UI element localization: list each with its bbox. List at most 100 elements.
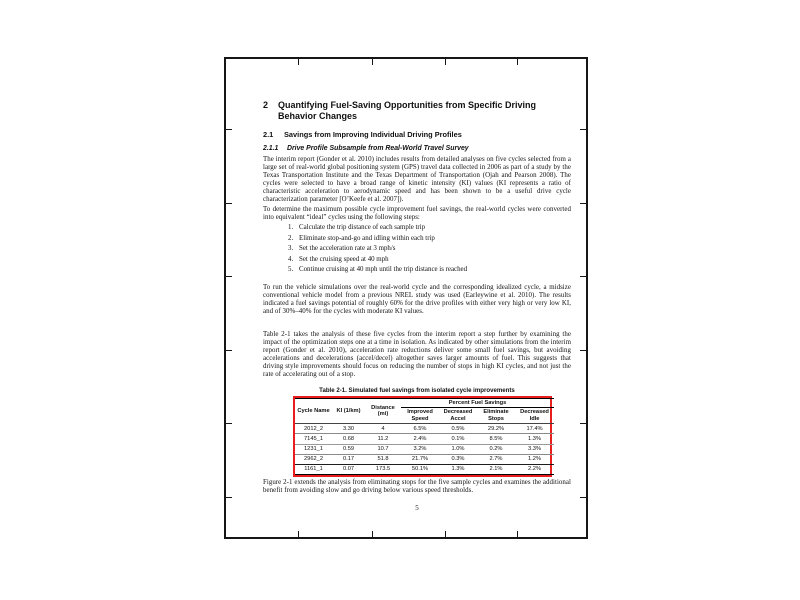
ruler-tick bbox=[372, 59, 373, 65]
table-cell: 50.1% bbox=[411, 466, 429, 473]
table-cell: 0.59 bbox=[332, 444, 365, 455]
table-cell: 2962_2 bbox=[295, 454, 332, 465]
ruler-tick bbox=[226, 350, 232, 351]
table-cell: 10.7 bbox=[365, 444, 401, 455]
table-cell: 17.4% bbox=[515, 423, 555, 435]
table-row: 7145_1 0.68 11.2 2.4% 0.1% 8.5% 1.3% bbox=[295, 433, 555, 445]
subsection-title: Savings from Improving Individual Drivin… bbox=[284, 130, 462, 139]
table-cell: 4 bbox=[365, 423, 401, 435]
subsection-heading: 2.1 Savings from Improving Individual Dr… bbox=[263, 130, 573, 140]
table-cell: 0.68 bbox=[332, 433, 365, 445]
table-cell: 1.0% bbox=[439, 444, 477, 455]
section-title: Quantifying Fuel-Saving Opportunities fr… bbox=[278, 100, 537, 121]
ruler-tick bbox=[226, 276, 232, 277]
table-cell: 2.1% bbox=[489, 466, 503, 473]
table-cell: 1.3% bbox=[451, 466, 465, 473]
ruler-tick bbox=[298, 59, 299, 65]
ruler-tick bbox=[226, 203, 232, 204]
ruler-tick bbox=[580, 497, 586, 498]
table-header-cycle-name: Cycle Name bbox=[297, 407, 330, 414]
table-cell: 2.4% bbox=[401, 433, 439, 445]
table-cell: 7145_1 bbox=[295, 433, 332, 445]
ruler-tick bbox=[445, 531, 446, 537]
ruler-tick bbox=[580, 276, 586, 277]
list-item: 3. Set the acceleration rate at 3 mph/s bbox=[288, 245, 568, 252]
table-cell: 21.7% bbox=[401, 454, 439, 465]
table-cell: 51.8 bbox=[365, 454, 401, 465]
table-cell: 0.07 bbox=[342, 466, 355, 473]
table-cell: 6.5% bbox=[401, 423, 439, 435]
ruler-tick bbox=[580, 423, 586, 424]
table-cell: 0.3% bbox=[439, 454, 477, 465]
table-cell: 0.2% bbox=[477, 444, 515, 455]
table-header-distance: Distance (mi) bbox=[371, 404, 395, 418]
ruler-tick bbox=[580, 129, 586, 130]
annotation-box: Cycle Name KI (1/km) Distance (mi) Perce… bbox=[293, 396, 555, 478]
table-row: 2012_2 3.30 4 6.5% 0.5% 29.2% 17.4% bbox=[295, 423, 555, 435]
table-header-decreased-idle: Decreased Idle bbox=[520, 409, 549, 422]
list-item-number: 1. bbox=[288, 224, 294, 231]
table-header-decreased-accel: Decreased Accel bbox=[443, 409, 473, 422]
savings-table: Cycle Name KI (1/km) Distance (mi) Perce… bbox=[295, 398, 555, 476]
table-cell: 1231_1 bbox=[295, 444, 332, 455]
table-cell: 11.2 bbox=[365, 433, 401, 445]
ruler-tick bbox=[517, 531, 518, 537]
table-cell: 8.5% bbox=[477, 433, 515, 445]
ruler-tick bbox=[580, 350, 586, 351]
paragraph-5: Figure 2-1 extends the analysis from eli… bbox=[263, 479, 571, 494]
ruler-tick bbox=[580, 203, 586, 204]
page: 2 Quantifying Fuel-Saving Opportunities … bbox=[224, 57, 588, 539]
table-cell: 3.30 bbox=[332, 423, 365, 435]
list-item-number: 2. bbox=[288, 234, 294, 242]
table-cell: 0.17 bbox=[332, 454, 365, 465]
table-cell: 0.5% bbox=[439, 423, 477, 435]
table-header-eliminate-stops: Eliminate Stops bbox=[483, 409, 509, 422]
section-number: 2 bbox=[263, 100, 269, 110]
ruler-tick bbox=[226, 497, 232, 498]
list-item-text: Set the acceleration rate at 3 mph/s bbox=[299, 245, 396, 252]
paragraph-4: Table 2-1 takes the analysis of these fi… bbox=[263, 331, 571, 378]
list-item-text: Eliminate stop-and-go and idling within … bbox=[299, 234, 435, 242]
ordered-list: 1. Calculate the trip distance of each s… bbox=[288, 224, 568, 277]
section-heading: 2 Quantifying Fuel-Saving Opportunities … bbox=[263, 100, 573, 121]
list-item-number: 5. bbox=[288, 266, 294, 273]
subsubsection-title: Drive Profile Subsample from Real-World … bbox=[287, 145, 469, 152]
table-row: 1161_1 0.07 173.5 50.1% 1.3% 2.1% 2.2% bbox=[295, 464, 554, 474]
list-item-text: Calculate the trip distance of each samp… bbox=[299, 224, 426, 231]
table-cell: 2.7% bbox=[477, 454, 515, 465]
ruler-tick bbox=[298, 531, 299, 537]
table-cell: 29.2% bbox=[477, 423, 515, 435]
paragraph-2: To determine the maximum possible cycle … bbox=[263, 206, 571, 221]
list-item-text: Set the cruising speed at 40 mph bbox=[299, 255, 389, 263]
list-item: 2. Eliminate stop-and-go and idling with… bbox=[288, 235, 568, 242]
table-cell: 3.3% bbox=[515, 444, 555, 455]
list-item-text: Continue cruising at 40 mph until the tr… bbox=[299, 266, 468, 273]
table-row: 1231_1 0.59 10.7 3.2% 1.0% 0.2% 3.3% bbox=[295, 444, 555, 455]
table-cell: 1.3% bbox=[515, 433, 555, 445]
ruler-tick bbox=[226, 423, 232, 424]
list-item: 1. Calculate the trip distance of each s… bbox=[288, 224, 568, 231]
ruler-tick bbox=[372, 531, 373, 537]
table-cell: 173.5 bbox=[375, 466, 391, 473]
subsubsection-heading: 2.1.1 Drive Profile Subsample from Real-… bbox=[263, 145, 573, 153]
subsection-number: 2.1 bbox=[263, 130, 274, 139]
table-cell: 0.1% bbox=[439, 433, 477, 445]
table-cell: 1.2% bbox=[515, 454, 555, 465]
list-item-number: 4. bbox=[288, 255, 294, 263]
list-item-number: 3. bbox=[288, 245, 294, 252]
page-number: 5 bbox=[415, 504, 419, 512]
table-header-percent-fuel-savings: Percent Fuel Savings bbox=[401, 398, 555, 409]
ruler-tick bbox=[445, 59, 446, 65]
paragraph-1: The interim report (Gonder et al. 2010) … bbox=[263, 156, 571, 203]
table-header-ki: KI (1/km) bbox=[336, 407, 361, 414]
table-header-improved-speed: Improved Speed bbox=[407, 409, 433, 422]
table-cell: 3.2% bbox=[401, 444, 439, 455]
subsubsection-number: 2.1.1 bbox=[263, 145, 279, 152]
table-cell: 2012_2 bbox=[295, 423, 332, 435]
list-item: 5. Continue cruising at 40 mph until the… bbox=[288, 266, 568, 273]
paragraph-3: To run the vehicle simulations over the … bbox=[263, 284, 571, 315]
list-item: 4. Set the cruising speed at 40 mph bbox=[288, 256, 568, 263]
table-caption: Table 2-1. Simulated fuel savings from i… bbox=[319, 387, 515, 394]
ruler-tick bbox=[226, 129, 232, 130]
table-cell: 1161_1 bbox=[304, 466, 323, 473]
